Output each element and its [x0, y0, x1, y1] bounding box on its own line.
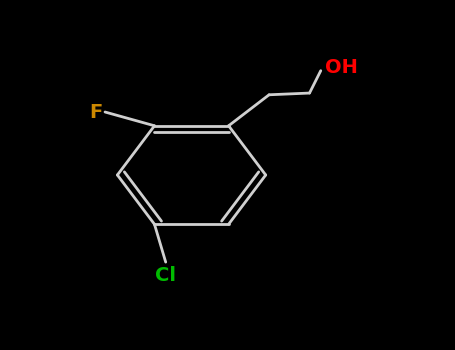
Text: OH: OH	[325, 58, 358, 77]
Text: Cl: Cl	[155, 266, 176, 285]
Text: F: F	[90, 103, 103, 121]
